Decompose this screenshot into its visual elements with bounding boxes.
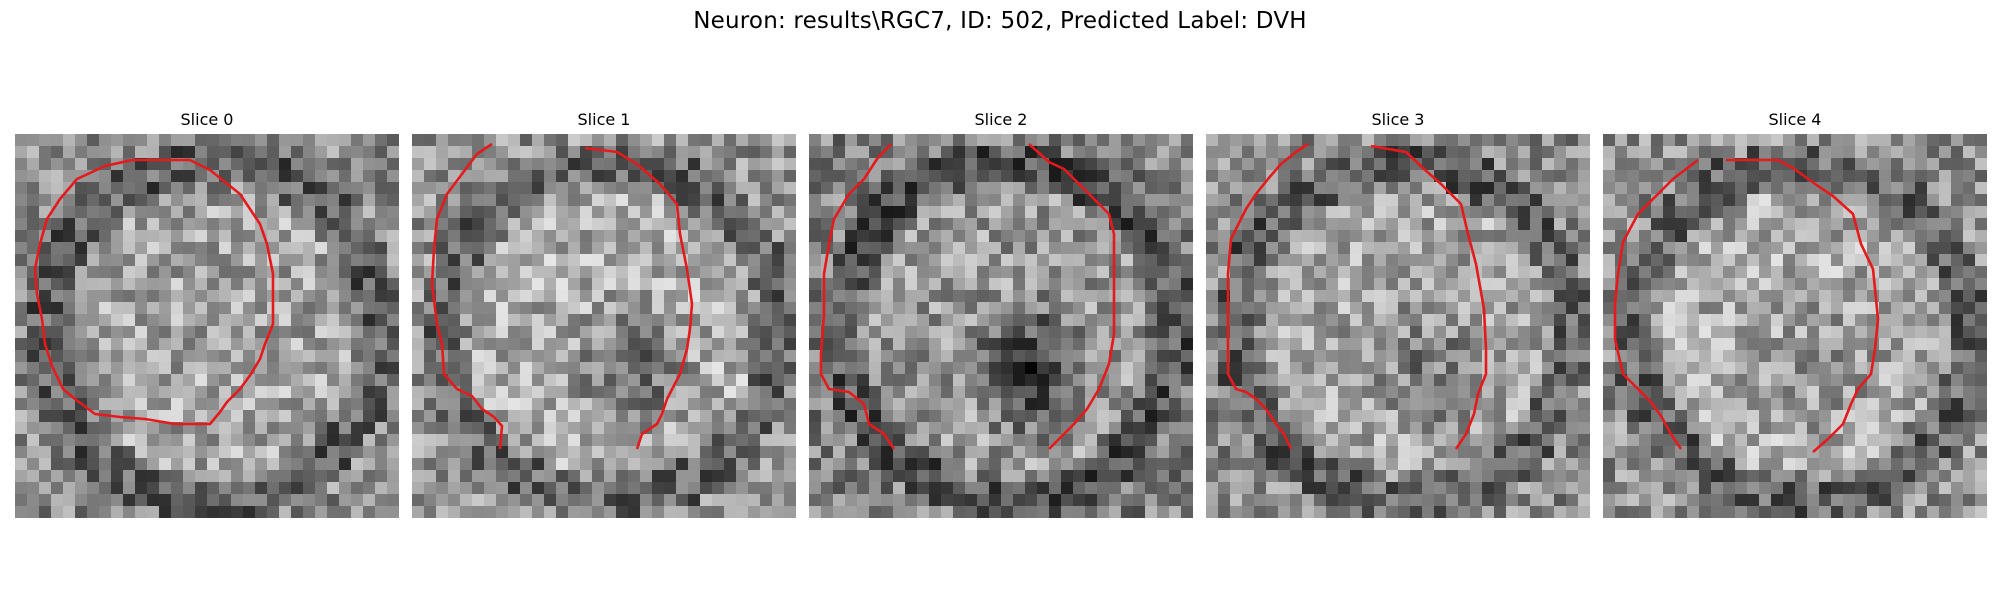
slice-image (412, 134, 796, 518)
slice-title: Slice 4 (1768, 110, 1822, 129)
slice-title: Slice 0 (180, 110, 234, 129)
cell-outline (33, 158, 275, 426)
slice-title: Slice 1 (577, 110, 631, 129)
cell-outline (430, 142, 694, 450)
slice-image (1206, 134, 1590, 518)
cell-outline (1226, 142, 1488, 450)
slice-panel-0: Slice 0 (15, 108, 399, 518)
slice-image (809, 134, 1193, 518)
slice-panel-1: Slice 1 (412, 108, 796, 518)
slice-panel-4: Slice 4 (1603, 108, 1987, 518)
pixel-grid (412, 134, 796, 518)
slice-panel-3: Slice 3 (1206, 108, 1590, 518)
pixel-grid (809, 134, 1193, 518)
slice-image-svg (412, 134, 796, 518)
slice-image (15, 134, 399, 518)
slice-panel-2: Slice 2 (809, 108, 1193, 518)
slice-image (1603, 134, 1987, 518)
slice-image-svg (1603, 134, 1987, 518)
slice-image-svg (1206, 134, 1590, 518)
slice-title: Slice 3 (1371, 110, 1425, 129)
pixel-grid (15, 134, 399, 518)
pixel-grid (1603, 134, 1987, 518)
cell-outline (1613, 158, 1880, 453)
pixel-grid (1206, 134, 1590, 518)
slice-title: Slice 2 (974, 110, 1028, 129)
slice-image-svg (15, 134, 399, 518)
figure-title: Neuron: results\RGC7, ID: 502, Predicted… (693, 8, 1307, 34)
cell-outline (819, 143, 1116, 450)
slice-image-svg (809, 134, 1193, 518)
